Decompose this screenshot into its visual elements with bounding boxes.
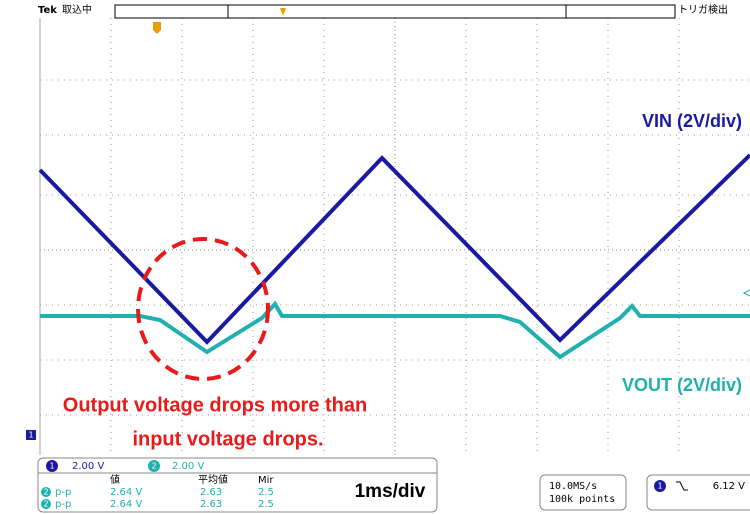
- vin-trace: [38, 153, 750, 345]
- ch-scale: 2.00 V: [172, 461, 204, 472]
- trigger-level: 6.12 V: [713, 481, 745, 492]
- record-window: [227, 4, 567, 19]
- meas-type: p-p: [55, 499, 71, 510]
- acq-panel: [539, 474, 627, 511]
- vout-label: VOUT (2V/div): [622, 375, 742, 395]
- trigger-status: トリガ検出: [678, 3, 728, 16]
- note: input voltage drops.: [132, 428, 323, 450]
- status: 取込中: [62, 3, 92, 16]
- trigger-marker: [153, 22, 161, 34]
- highlight-circle: [136, 237, 270, 381]
- vin-label: VIN (2V/div): [642, 111, 742, 131]
- meas-mean: 2.63: [200, 487, 222, 498]
- meas-header: 平均値: [198, 473, 228, 486]
- meas-type: p-p: [55, 487, 71, 498]
- ch-id: 2: [43, 488, 48, 497]
- graticule: [39, 18, 750, 455]
- ch-id: 1: [657, 482, 662, 491]
- level-arrow: [742, 289, 750, 297]
- meas-mean: 2.63: [200, 499, 222, 510]
- meas-min: 2.5: [258, 499, 274, 510]
- ch-id: 1: [49, 462, 54, 471]
- ch-scale: 2.00 V: [72, 461, 104, 472]
- ch-id: 2: [151, 462, 156, 471]
- ch1-marker-label: 1: [28, 431, 33, 440]
- meas-header: 値: [110, 473, 120, 486]
- record-length: 100k points: [549, 494, 615, 505]
- meas-value: 2.64 V: [110, 487, 142, 498]
- ch-id: 2: [43, 500, 48, 509]
- meas-min: 2.5: [258, 487, 274, 498]
- note: Output voltage drops more than: [63, 394, 367, 416]
- vout-trace: [40, 300, 750, 360]
- sample-rate: 10.0MS/s: [549, 481, 597, 492]
- ch-badge: [41, 499, 51, 509]
- timebase: 1ms/div: [355, 481, 426, 502]
- trigger-pos: [280, 8, 286, 16]
- ch-badge: [41, 487, 51, 497]
- meas-header: Mir: [258, 475, 274, 486]
- trigger-panel: [646, 474, 750, 511]
- ch1-marker: [26, 430, 36, 440]
- meas-value: 2.64 V: [110, 499, 142, 510]
- brand: Tek: [38, 5, 57, 16]
